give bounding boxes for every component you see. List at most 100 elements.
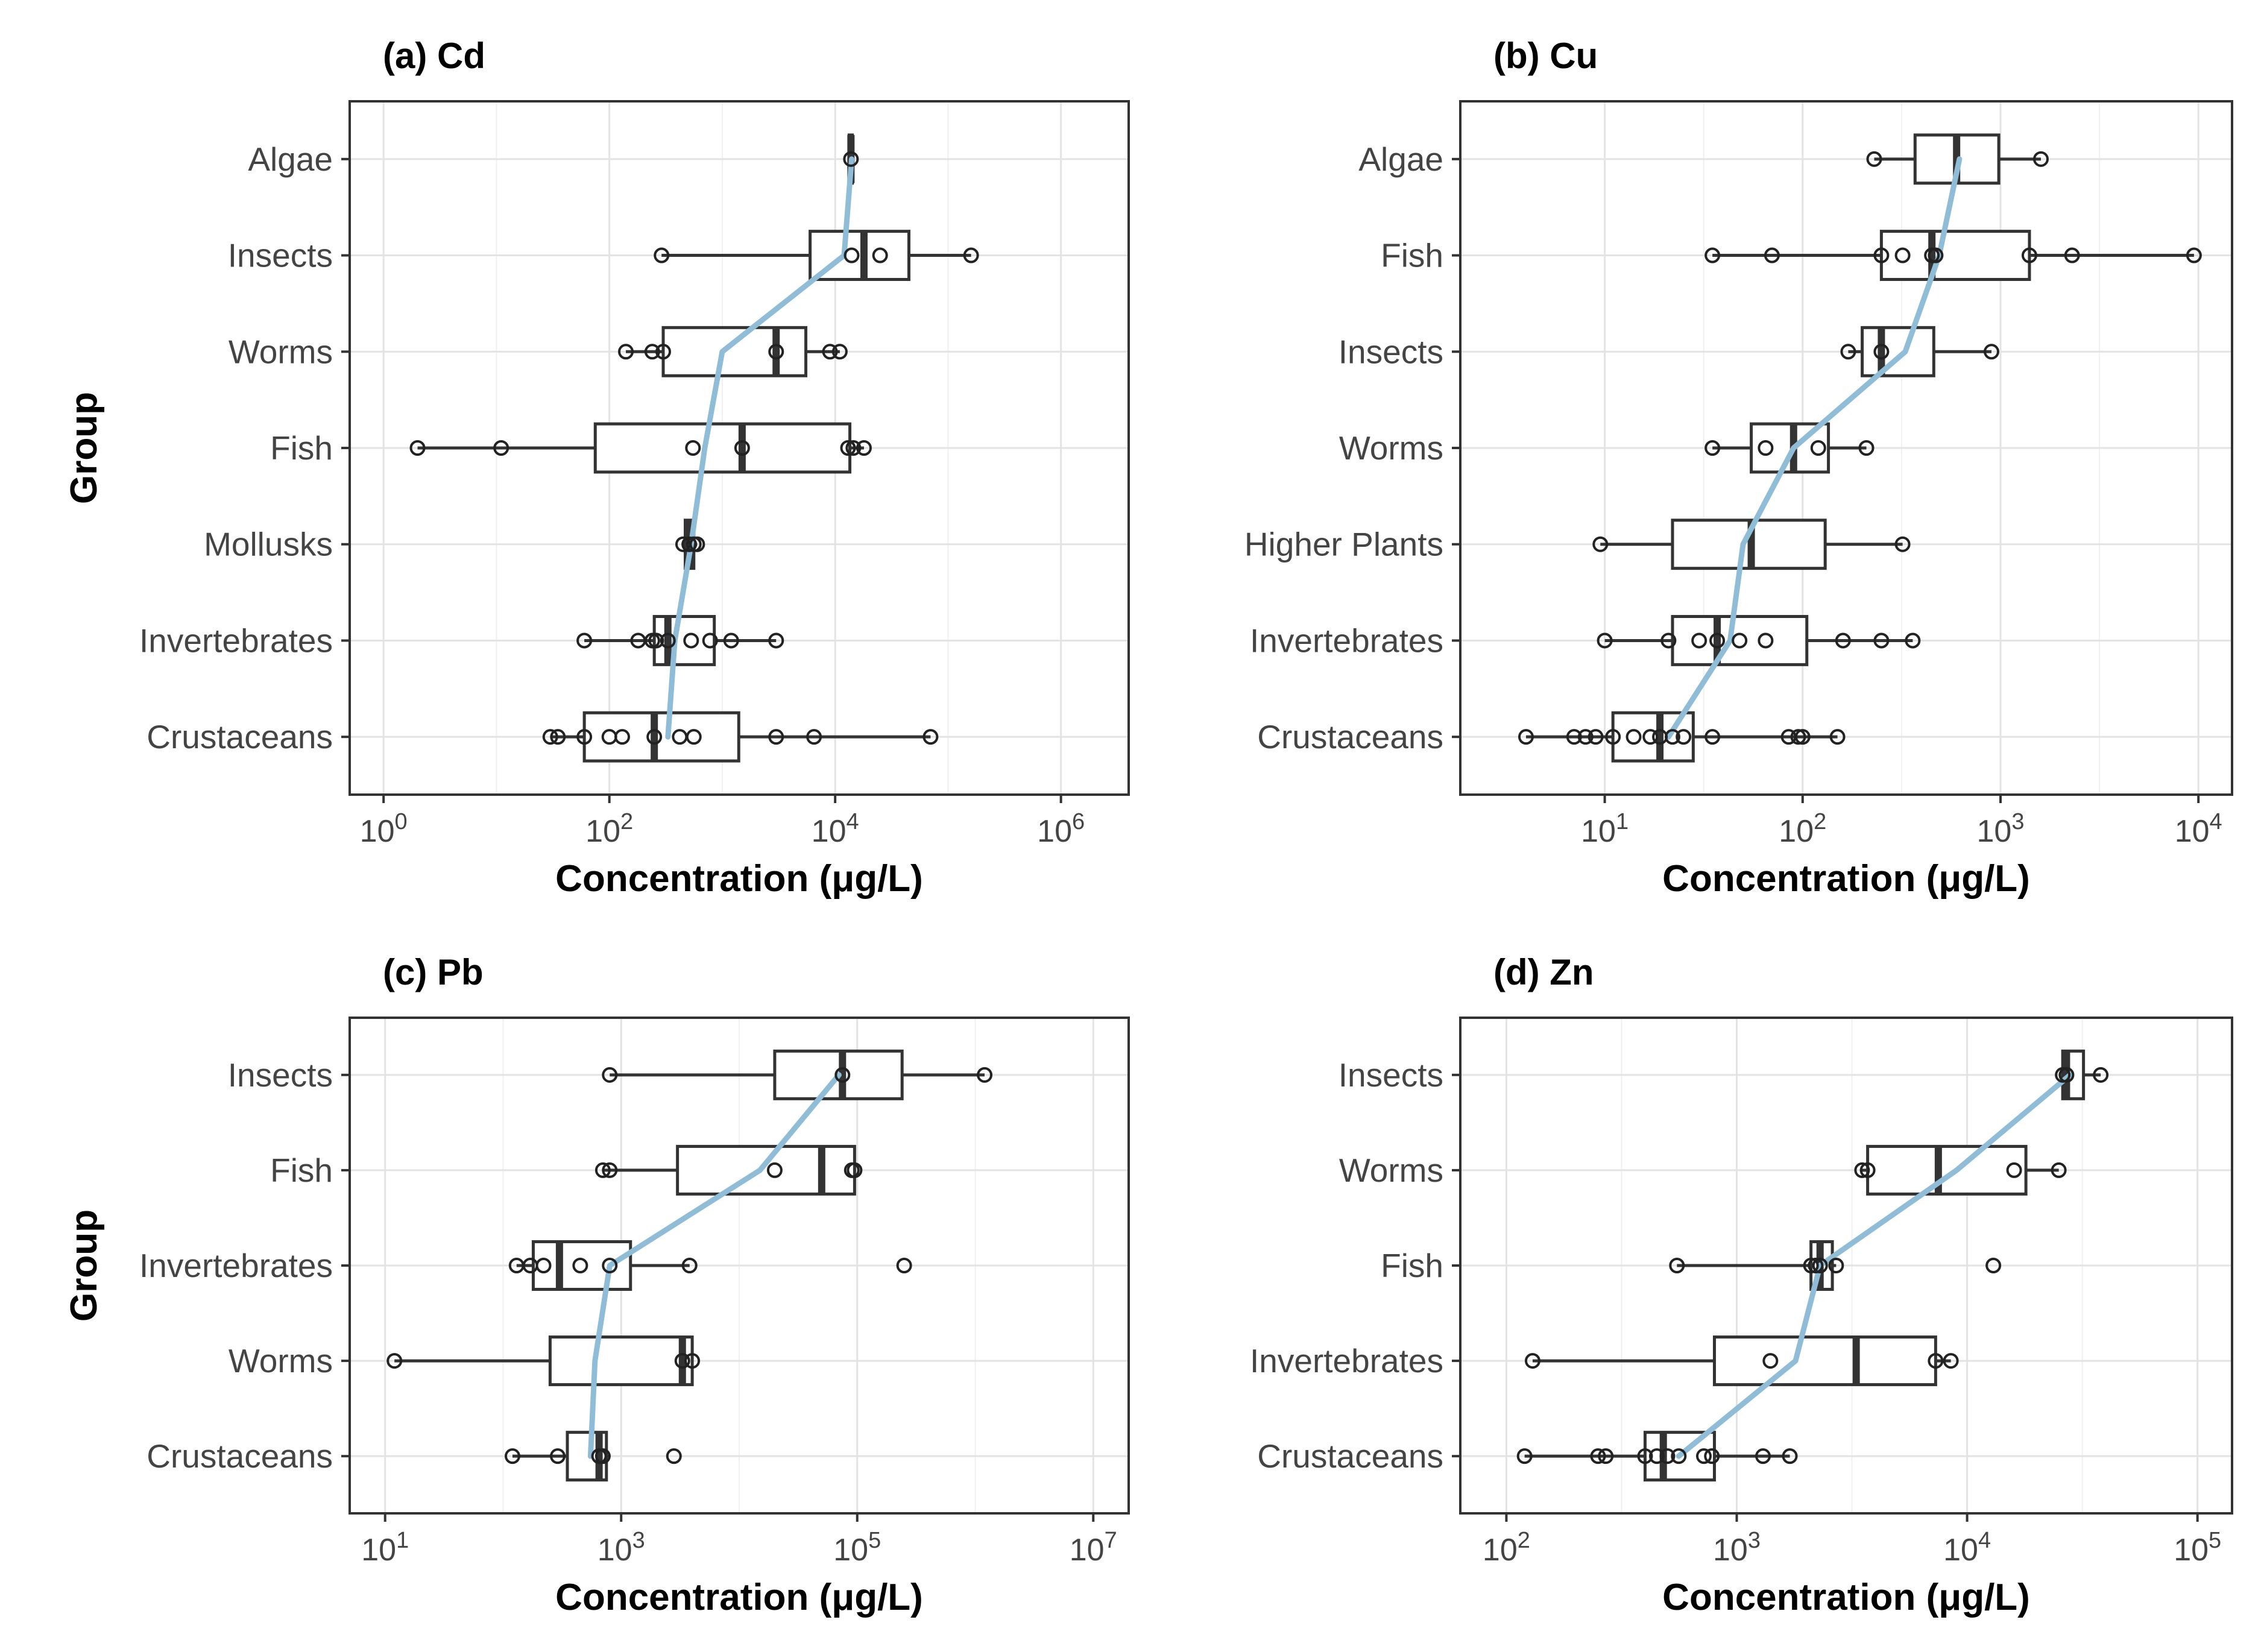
data-point [1894, 536, 1911, 552]
data-point [1873, 344, 1890, 360]
data-point [1597, 632, 1613, 649]
data-point [1637, 1448, 1653, 1464]
data-point [1782, 1448, 1798, 1464]
tick-exponent: 0 [395, 809, 408, 834]
data-point [683, 632, 699, 649]
y-tick-label: Insects [228, 1056, 333, 1094]
y-tick-label: Insects [228, 237, 333, 274]
tick-base: 10 [2174, 1533, 2209, 1568]
data-point [1873, 247, 1890, 263]
data-point [831, 344, 848, 360]
data-point [1649, 1448, 1665, 1464]
x-tick-label: 102 [585, 809, 633, 849]
data-point [572, 1258, 588, 1273]
data-point [1758, 440, 1774, 456]
tick-base: 10 [598, 1533, 632, 1568]
data-point [1794, 729, 1811, 745]
x-axis-title: Concentration (μg/L) [555, 858, 923, 900]
x-tick-label: 105 [833, 1528, 881, 1568]
data-point [654, 247, 670, 263]
box-iqr [1879, 230, 2031, 281]
box-iqr [661, 326, 808, 377]
data-point [734, 440, 750, 456]
data-point [1598, 1448, 1614, 1464]
data-point [1755, 1448, 1771, 1464]
data-point [1704, 1448, 1720, 1464]
tick-base: 10 [585, 814, 620, 849]
data-point [1516, 1448, 1533, 1464]
data-point [493, 440, 509, 456]
data-point [977, 1067, 993, 1083]
data-point [602, 1067, 618, 1083]
data-point [660, 632, 676, 649]
data-point [1592, 536, 1609, 552]
x-tick-label: 103 [1977, 809, 2025, 849]
data-point [594, 1448, 611, 1464]
data-point [1854, 1162, 1870, 1178]
box-worms [394, 1335, 694, 1387]
data-point [1808, 1258, 1824, 1273]
data-point [1829, 729, 1846, 745]
y-tick-label: Crustaceans [147, 1437, 333, 1475]
panel-title: (b) Cu [1493, 36, 1598, 76]
box-iqr [676, 1144, 856, 1196]
tick-exponent: 4 [2210, 809, 2222, 834]
tick-exponent: 2 [620, 809, 633, 834]
data-point [1676, 729, 1692, 745]
tick-exponent: 4 [847, 809, 859, 834]
data-point [644, 344, 660, 360]
data-point [2186, 247, 2202, 263]
y-tick-label: Algae [1358, 140, 1443, 178]
data-point [1669, 1258, 1685, 1273]
x-tick-label: 101 [361, 1528, 409, 1568]
data-point [2051, 1162, 2067, 1178]
data-point [1671, 1448, 1687, 1464]
data-point [504, 1448, 520, 1464]
data-point [1943, 1353, 1959, 1369]
data-point [618, 344, 634, 360]
data-point [1695, 1448, 1712, 1464]
data-point [1835, 632, 1851, 649]
data-point [1704, 440, 1721, 456]
x-tick-label: 104 [812, 809, 859, 849]
data-point [963, 247, 979, 263]
data-point [655, 344, 672, 360]
box-invertebrates [1532, 1335, 1951, 1387]
data-point [2021, 247, 2037, 263]
data-point [768, 344, 784, 360]
data-point [1566, 729, 1582, 745]
data-point [614, 729, 631, 745]
y-tick-label: Fish [270, 1152, 333, 1189]
y-tick-label: Fish [1381, 1247, 1443, 1284]
trend-line [1676, 1072, 2073, 1459]
data-point [689, 536, 705, 552]
data-point [594, 1162, 611, 1178]
data-point [602, 1162, 618, 1178]
data-point [843, 247, 860, 263]
tick-base: 10 [1943, 1533, 1978, 1568]
data-point [845, 440, 862, 456]
tick-base: 10 [2175, 814, 2210, 849]
data-point [1866, 151, 1882, 167]
y-tick-label: Mollusks [204, 526, 333, 563]
tick-base: 10 [1483, 1533, 1518, 1568]
data-point [1762, 1353, 1779, 1369]
data-point [1985, 1258, 2002, 1273]
data-point [1803, 1258, 1819, 1273]
data-point [576, 729, 593, 745]
tick-exponent: 4 [1978, 1528, 1991, 1553]
data-point [1704, 729, 1721, 745]
y-tick-label: Invertebrates [1250, 622, 1443, 659]
data-point [1812, 1258, 1828, 1273]
y-tick-label: Insects [1339, 333, 1443, 370]
data-point [1642, 729, 1659, 745]
data-point [872, 247, 888, 263]
data-point [550, 1448, 566, 1464]
data-point [1810, 440, 1826, 456]
tick-base: 10 [1581, 814, 1616, 849]
box-iqr [1866, 1144, 2028, 1196]
tick-base: 10 [833, 1533, 868, 1568]
data-point [768, 729, 784, 745]
data-point [1577, 729, 1594, 745]
tick-base: 10 [1037, 814, 1072, 849]
